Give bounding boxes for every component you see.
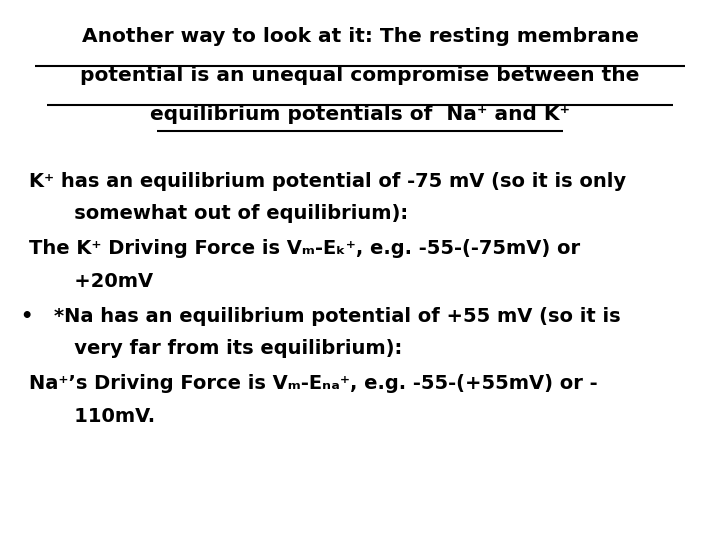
Text: Another way to look at it: The resting membrane: Another way to look at it: The resting m… xyxy=(81,27,639,46)
Text: 110mV.: 110mV. xyxy=(54,407,155,426)
Text: +20mV: +20mV xyxy=(54,272,153,291)
Text: equilibrium potentials of  Na⁺ and K⁺: equilibrium potentials of Na⁺ and K⁺ xyxy=(150,105,570,124)
Text: Na⁺’s Driving Force is Vₘ-Eₙₐ⁺, e.g. -55-(+55mV) or -: Na⁺’s Driving Force is Vₘ-Eₙₐ⁺, e.g. -55… xyxy=(29,374,598,393)
Text: *Na has an equilibrium potential of +55 mV (so it is: *Na has an equilibrium potential of +55 … xyxy=(54,307,621,326)
Text: K⁺ has an equilibrium potential of -75 mV (so it is only: K⁺ has an equilibrium potential of -75 m… xyxy=(29,172,626,191)
Text: very far from its equilibrium):: very far from its equilibrium): xyxy=(54,339,402,358)
Text: The K⁺ Driving Force is Vₘ-Eₖ⁺, e.g. -55-(-75mV) or: The K⁺ Driving Force is Vₘ-Eₖ⁺, e.g. -55… xyxy=(29,239,580,258)
Text: somewhat out of equilibrium):: somewhat out of equilibrium): xyxy=(54,204,408,223)
Text: •: • xyxy=(20,307,32,326)
Text: potential is an unequal compromise between the: potential is an unequal compromise betwe… xyxy=(81,66,639,85)
